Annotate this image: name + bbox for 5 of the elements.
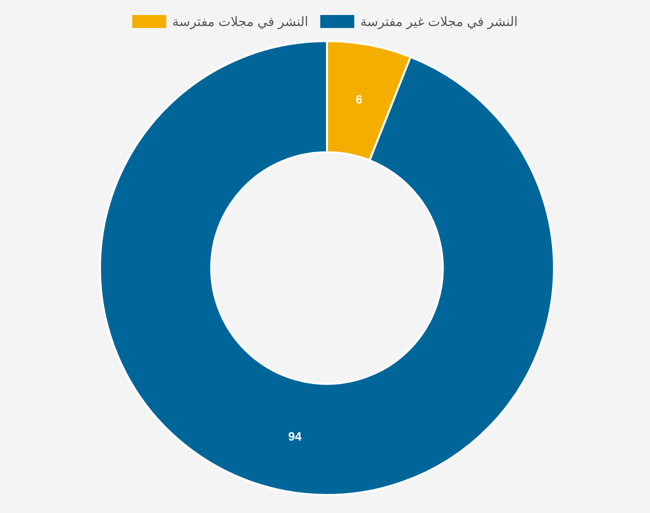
legend-label: النشر في مجلات مفترسة (172, 14, 308, 30)
data-label: 6 (356, 92, 363, 107)
donut-slice (99, 40, 555, 496)
legend-label: النشر في مجلات غير مفترسة (360, 14, 518, 30)
data-label: 94 (288, 429, 302, 444)
